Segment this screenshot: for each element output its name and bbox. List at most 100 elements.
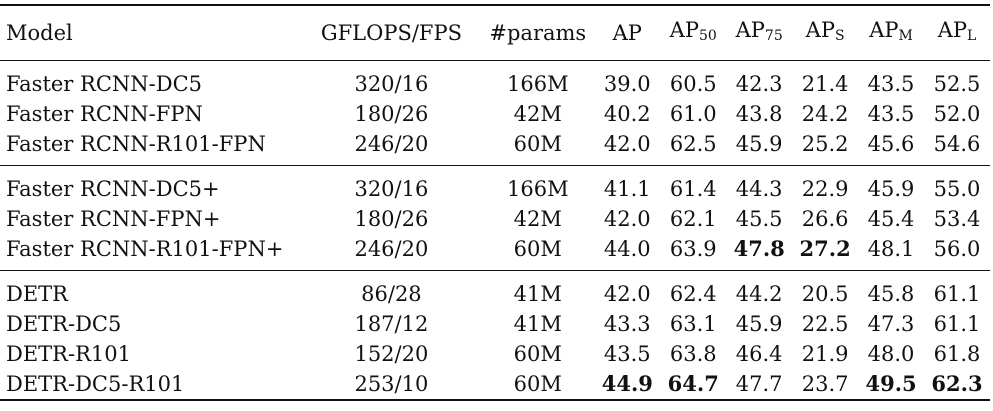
cell-flops: 320/16 (301, 60, 482, 99)
cell-ap75: 47.8 (733, 236, 785, 261)
table-row: DETR-DC5 187/12 41M 43.3 63.1 45.9 22.5 … (0, 309, 990, 339)
cell-apm: 43.5 (867, 102, 915, 126)
cell-apm: 49.5 (858, 369, 925, 401)
cell-flops: 180/26 (354, 102, 429, 126)
cell-ap: 44.0 (603, 237, 651, 261)
results-table: Model GFLOPS/FPS #params AP AP50 AP75 AP… (0, 4, 990, 401)
cell-aps: 26.6 (801, 207, 849, 231)
cell-ap75: 45.9 (735, 312, 783, 336)
cell-apm: 48.0 (867, 342, 915, 366)
cell-params: 41M (513, 312, 562, 336)
cell-model: DETR-R101 (6, 342, 131, 366)
cell-apm: 43.5 (858, 60, 925, 99)
table-row: Faster RCNN-DC5+ 320/16 166M 41.1 61.4 4… (0, 165, 990, 204)
cell-flops: 152/20 (354, 342, 429, 366)
cell-model: DETR (0, 270, 302, 309)
cell-apm: 48.1 (867, 237, 915, 261)
cell-aps: 22.5 (801, 312, 849, 336)
header-ap75-main: AP (735, 18, 765, 42)
cell-ap75: 44.3 (726, 165, 793, 204)
cell-apl: 54.6 (933, 132, 981, 156)
cell-ap50: 61.4 (660, 165, 727, 204)
header-ap50-sub: 50 (698, 28, 717, 44)
cell-params: 60M (513, 132, 562, 156)
cell-ap: 42.0 (603, 132, 651, 156)
cell-model: DETR-DC5-R101 (0, 369, 302, 401)
cell-ap: 44.9 (594, 369, 661, 401)
cell-apm: 45.8 (858, 270, 925, 309)
cell-ap75: 42.3 (726, 60, 793, 99)
header-apm-sub: M (898, 28, 913, 44)
table-row: Faster RCNN-R101-FPN 246/20 60M 42.0 62.… (0, 129, 990, 166)
cell-ap50: 60.5 (660, 60, 727, 99)
cell-aps: 21.4 (792, 60, 859, 99)
cell-model: Faster RCNN-FPN+ (6, 207, 221, 231)
cell-model: DETR-DC5 (6, 312, 122, 336)
cell-flops: 187/12 (354, 312, 429, 336)
cell-apl: 55.0 (924, 165, 990, 204)
cell-aps: 27.2 (799, 236, 851, 261)
cell-ap75: 44.2 (726, 270, 793, 309)
header-ap50-main: AP (669, 18, 699, 42)
cell-apm: 45.6 (867, 132, 915, 156)
cell-flops: 253/10 (301, 369, 482, 401)
cell-ap75: 46.4 (735, 342, 783, 366)
cell-ap50: 64.7 (660, 369, 727, 401)
cell-flops: 320/16 (301, 165, 482, 204)
cell-apl: 52.5 (924, 60, 990, 99)
cell-model: Faster RCNN-R101-FPN (6, 132, 266, 156)
cell-aps: 20.5 (792, 270, 859, 309)
cell-aps: 24.2 (801, 102, 849, 126)
table-row: Faster RCNN-DC5 320/16 166M 39.0 60.5 42… (0, 60, 990, 99)
cell-ap: 41.1 (594, 165, 661, 204)
table-body: Faster RCNN-DC5 320/16 166M 39.0 60.5 42… (0, 60, 990, 401)
cell-ap50: 63.8 (669, 342, 717, 366)
cell-params: 42M (513, 102, 562, 126)
header-flops: GFLOPS/FPS (301, 4, 482, 61)
header-params: #params (481, 4, 595, 61)
table-row: Faster RCNN-FPN 180/26 42M 40.2 61.0 43.… (0, 99, 990, 129)
header-ap75-sub: 75 (764, 28, 783, 44)
header-apl-main: AP (937, 18, 967, 42)
cell-ap50: 62.1 (669, 207, 717, 231)
cell-apl: 61.1 (924, 270, 990, 309)
cell-apl: 56.0 (933, 237, 981, 261)
header-ap75: AP75 (726, 4, 793, 61)
cell-params: 166M (481, 60, 595, 99)
header-apm-main: AP (869, 18, 899, 42)
table-row: Faster RCNN-FPN+ 180/26 42M 42.0 62.1 45… (0, 204, 990, 234)
cell-ap: 40.2 (603, 102, 651, 126)
cell-aps: 21.9 (801, 342, 849, 366)
header-row: Model GFLOPS/FPS #params AP AP50 AP75 AP… (0, 4, 990, 61)
cell-flops: 246/20 (354, 132, 429, 156)
cell-ap75: 45.9 (735, 132, 783, 156)
cell-params: 42M (513, 207, 562, 231)
cell-ap50: 61.0 (669, 102, 717, 126)
cell-ap75: 47.7 (726, 369, 793, 401)
header-apm: APM (858, 4, 925, 61)
header-ap50: AP50 (660, 4, 727, 61)
cell-model: Faster RCNN-DC5+ (0, 165, 302, 204)
cell-params: 60M (513, 342, 562, 366)
cell-ap: 39.0 (594, 60, 661, 99)
cell-apm: 45.4 (867, 207, 915, 231)
cell-params: 41M (481, 270, 595, 309)
cell-apl: 61.1 (933, 312, 981, 336)
header-apl-sub: L (967, 28, 977, 44)
table-row: DETR-R101 152/20 60M 43.5 63.8 46.4 21.9… (0, 339, 990, 369)
cell-aps: 22.9 (792, 165, 859, 204)
cell-flops: 180/26 (354, 207, 429, 231)
table-header: Model GFLOPS/FPS #params AP AP50 AP75 AP… (0, 4, 990, 61)
cell-model: Faster RCNN-R101-FPN+ (6, 237, 284, 261)
cell-ap50: 62.4 (660, 270, 727, 309)
cell-model: Faster RCNN-FPN (6, 102, 203, 126)
cell-ap75: 45.5 (735, 207, 783, 231)
cell-aps: 25.2 (801, 132, 849, 156)
cell-ap50: 62.5 (669, 132, 717, 156)
header-aps-sub: S (834, 28, 845, 44)
cell-ap50: 63.9 (669, 237, 717, 261)
cell-apm: 47.3 (867, 312, 915, 336)
table-row: DETR-DC5-R101 253/10 60M 44.9 64.7 47.7 … (0, 369, 990, 401)
header-aps: APS (792, 4, 859, 61)
cell-params: 166M (481, 165, 595, 204)
